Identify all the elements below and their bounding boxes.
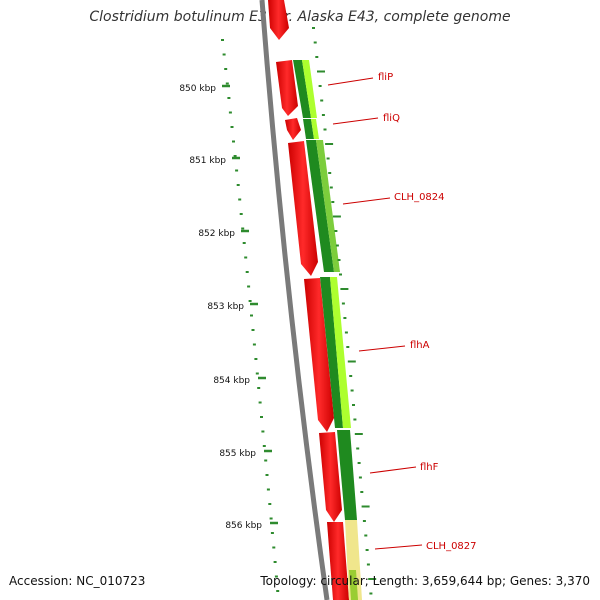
gene-arrow (288, 141, 318, 276)
cds-track (293, 60, 362, 600)
gene-arrow (304, 278, 334, 432)
cds-block (293, 60, 311, 118)
outer-ticks (312, 27, 377, 595)
label-leader (332, 117, 379, 125)
gene-label[interactable]: fliP (378, 72, 393, 83)
cds-block (316, 140, 340, 272)
cds-block (337, 430, 357, 520)
ruler-label: 852 kbp (198, 229, 235, 239)
gene-track-forward (268, 0, 349, 600)
gene-label[interactable]: flhA (410, 340, 430, 351)
cds-block (330, 277, 351, 428)
ruler-label: 853 kbp (207, 302, 244, 312)
genome-backbone (259, 0, 330, 600)
ruler-major-ticks (222, 84, 278, 525)
gene-labels: fliP fliQ CLH_0824 flhA flhF CLH_0827 (378, 72, 477, 552)
cds-block (303, 119, 314, 139)
gene-label[interactable]: CLH_0827 (426, 541, 477, 552)
label-leader (369, 466, 417, 474)
gene-arrow (276, 60, 298, 116)
accession-text: Accession: NC_010723 (9, 574, 146, 588)
label-leader (374, 544, 423, 550)
ruler-label: 854 kbp (213, 376, 250, 386)
topology-text: Topology: circular; Length: 3,659,644 bp… (260, 574, 590, 588)
ruler-minor-ticks (221, 39, 280, 592)
ruler-label: 855 kbp (219, 449, 256, 459)
ruler-label: 850 kbp (179, 84, 216, 94)
gene-label[interactable]: CLH_0824 (394, 192, 445, 203)
gene-label[interactable]: flhF (420, 462, 439, 473)
cds-block (311, 119, 319, 139)
label-leader (327, 77, 374, 86)
cds-block (302, 60, 317, 118)
gene-arrow (319, 432, 342, 522)
gene-arrow (268, 0, 289, 40)
gene-label[interactable]: fliQ (383, 113, 400, 124)
ruler-label: 851 kbp (189, 156, 226, 166)
cds-block (349, 570, 358, 600)
gene-arrow (285, 118, 301, 140)
ruler-labels: 850 kbp 851 kbp 852 kbp 853 kbp 854 kbp … (179, 84, 262, 531)
gene-label-leaders (327, 77, 423, 550)
cds-block (306, 140, 334, 272)
cds-block (320, 277, 343, 428)
cds-block (345, 520, 362, 600)
label-leader (358, 345, 406, 352)
gene-arrow (327, 522, 349, 600)
map-title: Clostridium botulinum E3 str. Alaska E43… (89, 9, 511, 25)
label-leader (342, 197, 391, 205)
ruler-label: 856 kbp (225, 521, 262, 531)
